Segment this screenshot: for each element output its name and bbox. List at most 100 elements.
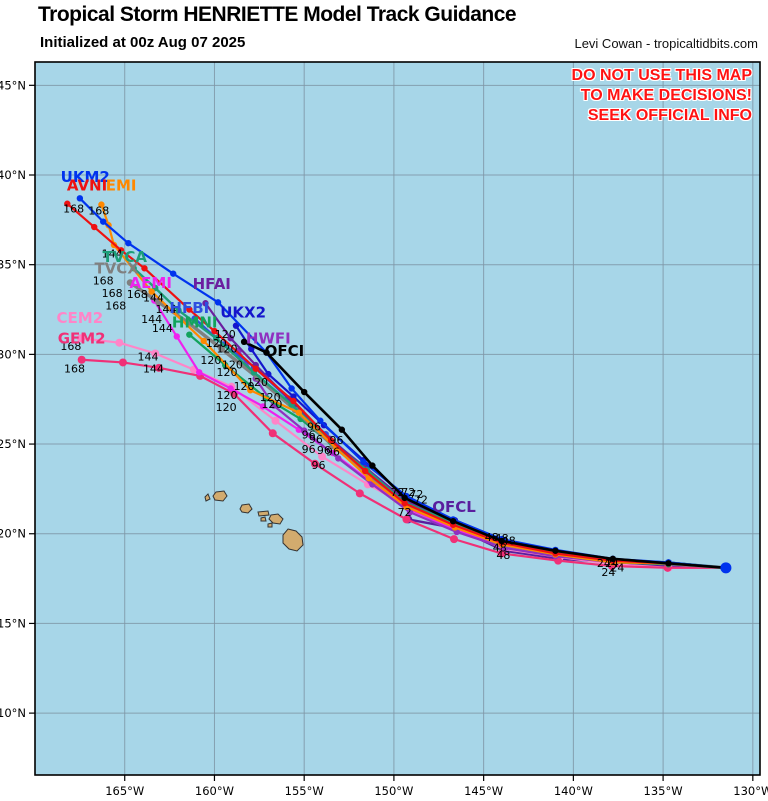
track-point-AVNI (327, 437, 335, 444)
hour-label-144: 144 (102, 248, 123, 261)
model-label-AEMI: AEMI (130, 274, 172, 292)
island-maui (268, 513, 284, 525)
hour-label-168: 168 (64, 362, 85, 375)
island-kauai (212, 490, 228, 502)
island-lanai (260, 516, 267, 522)
hour-label-48: 48 (502, 535, 516, 548)
track-point-CEM2 (318, 452, 327, 461)
warning-line-3: SEEK OFFICIAL INFO (587, 107, 752, 124)
track-point-OFCI (369, 462, 376, 469)
ocean-background (35, 62, 760, 775)
model-label-OFCL: OFCL (432, 498, 476, 516)
track-point-HWFI (335, 455, 342, 462)
model-label-EMI: EMI (106, 176, 137, 194)
hour-label-120: 120 (222, 359, 243, 372)
model-label-HFBI: HFBI (169, 299, 209, 317)
track-point-OFCI (552, 547, 559, 554)
hour-label-120: 120 (261, 398, 282, 411)
island-hawaii (282, 528, 304, 552)
track-point-HMNI (186, 331, 193, 338)
hour-label-144: 144 (143, 291, 164, 304)
hour-label-168: 168 (88, 204, 109, 217)
track-point-OFCI (401, 494, 408, 502)
model-track-EMI (100, 204, 726, 569)
track-point-AVNI (64, 200, 71, 207)
track-point-AEMI (173, 333, 180, 340)
x-axis-label: 155°W (285, 784, 324, 798)
track-point-HWFI (406, 509, 414, 516)
hour-label-72: 72 (414, 493, 428, 506)
track-point-AVNI (186, 306, 193, 313)
hour-label-72: 72 (409, 488, 423, 501)
track-point-GEM2 (450, 535, 459, 544)
track-point-CEM2 (115, 338, 124, 347)
hour-label-168: 168 (63, 203, 84, 216)
y-axis-label: 15°N (0, 616, 26, 630)
hour-label-120: 120 (215, 328, 236, 341)
track-point-OFCI (240, 338, 248, 346)
track-point-UKM2 (125, 239, 132, 247)
map-border (34, 61, 761, 776)
island-niihau (204, 493, 211, 502)
warning-text: DO NOT USE THIS MAP TO MAKE DECISIONS! S… (572, 66, 752, 126)
hour-label-144: 144 (138, 351, 159, 364)
model-label-OFCI: OFCI (265, 342, 305, 360)
model-label-TVCX: TVCX (94, 260, 139, 278)
track-point-AVNI (401, 500, 408, 507)
x-axis-label: 145°W (464, 784, 503, 798)
track-point-AEMI (259, 403, 267, 410)
track-point-GEM2 (118, 358, 127, 367)
hour-label-48: 48 (485, 531, 499, 544)
hour-label-120: 120 (217, 366, 238, 379)
track-point-OFCI (300, 388, 308, 396)
credit-text: Levi Cowan - tropicaltidbits.com (574, 36, 758, 51)
model-label-GEM2: GEM2 (58, 330, 106, 348)
track-point-GEM2 (402, 515, 411, 524)
hour-label-96: 96 (302, 429, 316, 442)
track-point-HFAI (227, 335, 234, 342)
hour-label-96: 96 (326, 446, 340, 459)
hour-label-168: 168 (102, 287, 123, 300)
hour-label-24: 24 (605, 557, 619, 570)
track-point-UKM2 (360, 458, 367, 466)
y-axis-label: 10°N (0, 706, 26, 720)
hour-label-120: 120 (260, 391, 281, 404)
hour-label-120: 120 (217, 343, 238, 356)
track-point-HWFI (300, 427, 308, 434)
track-point-UKM2 (169, 270, 177, 277)
track-point-UKM2 (214, 299, 222, 306)
x-axis-label: 150°W (374, 784, 413, 798)
start-point (720, 562, 732, 574)
y-axis-label: 40°N (0, 168, 26, 182)
track-point-CEM2 (151, 349, 160, 358)
x-axis-label: 130°W (733, 784, 768, 798)
track-point-OFCI (263, 349, 270, 356)
track-point-GEM2 (77, 355, 86, 364)
hour-label-24: 24 (601, 566, 615, 579)
hour-label-96: 96 (317, 444, 331, 457)
hour-label-72: 72 (391, 486, 405, 499)
track-point-UKM2 (288, 385, 295, 392)
hour-label-96: 96 (312, 459, 326, 472)
y-axis-label: 30°N (0, 347, 26, 361)
hour-label-168: 168 (93, 274, 114, 287)
track-point-OFCI (449, 517, 457, 525)
track-point-TVCA (213, 335, 220, 342)
x-axis-label: 135°W (644, 784, 683, 798)
track-point-AVNI (91, 223, 98, 231)
model-track-OFCI (243, 340, 727, 570)
y-axis-label: 35°N (0, 258, 26, 272)
track-point-AVNI (117, 247, 125, 254)
track-point-AEMI (196, 369, 203, 376)
track-point-GEM2 (310, 459, 319, 468)
track-point-AVNI (290, 397, 297, 405)
hour-label-120: 120 (247, 376, 268, 389)
model-label-TVCA: TVCA (102, 248, 147, 266)
track-point-AEMI (227, 385, 234, 392)
track-point-EMI (98, 201, 105, 208)
hour-label-168: 168 (60, 340, 81, 353)
track-point-EMI (200, 337, 207, 345)
track-point-CEM2 (76, 334, 85, 343)
hour-label-72: 72 (398, 506, 412, 519)
